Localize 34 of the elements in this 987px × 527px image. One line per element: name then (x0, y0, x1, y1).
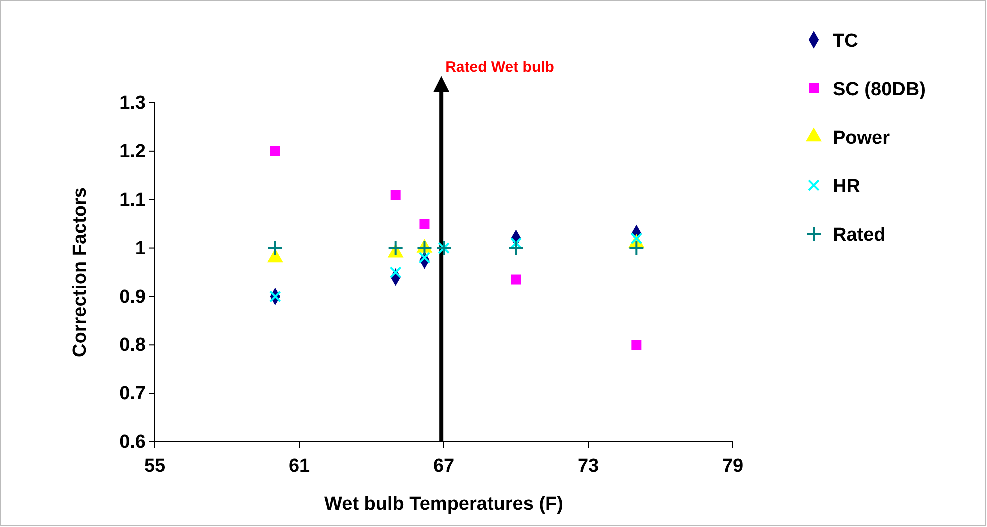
point (418, 252, 431, 264)
ref-line-label: Rated Wet bulb (446, 59, 554, 76)
x-tick-label: 67 (433, 456, 455, 477)
y-tick-label: 0.7 (120, 384, 146, 405)
point (508, 240, 524, 256)
x-tick-label: 79 (722, 456, 744, 477)
point (511, 274, 522, 285)
y-axis-title: Correction Factors (70, 188, 91, 358)
point (267, 240, 284, 256)
point (390, 266, 402, 278)
point (628, 240, 645, 256)
y-tick-label: 1.1 (120, 190, 146, 211)
point (420, 219, 430, 230)
point (416, 240, 433, 256)
legend-label: Rated (833, 225, 886, 246)
legend-label: Power (833, 128, 891, 149)
legend-label: SC (80DB) (833, 80, 926, 100)
legend-label: HR (833, 176, 861, 198)
point (388, 240, 404, 256)
y-tick-label: 0.8 (120, 335, 146, 356)
x-tick-label: 61 (288, 456, 310, 477)
y-tick-label: 1 (135, 238, 146, 260)
point (632, 340, 642, 350)
y-tick-label: 0.9 (120, 286, 146, 308)
legend-label: TC (833, 31, 859, 52)
x-tick-label: 55 (144, 456, 166, 477)
point (270, 146, 280, 156)
x-tick-label: 73 (578, 456, 600, 477)
x-axis-title: Wet bulb Temperatures (F) (324, 494, 564, 515)
point (269, 290, 282, 303)
point (390, 190, 401, 200)
y-tick-label: 1.2 (120, 142, 146, 163)
y-tick-label: 1.3 (120, 93, 146, 114)
y-tick-label: 0.6 (120, 432, 146, 454)
